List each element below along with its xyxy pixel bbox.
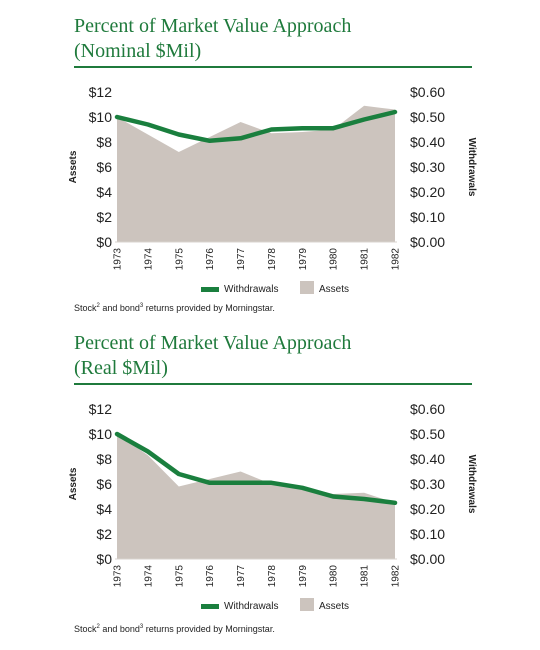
chart2-x-tick: 1978 [267, 565, 278, 588]
chart1-svg: $12 $10 $8 $6 $4 $2 $0 $0.60 $0.50 $0.40 $0.30 $0.2… [68, 84, 477, 295]
chart1-note-sup-2: 2 [96, 303, 100, 309]
chart2-right-tick: $0.30 [410, 476, 445, 492]
chart1-left-tick: $8 [96, 134, 112, 150]
chart1-left-tick: $12 [89, 84, 113, 100]
chart1-withdrawals-line [114, 109, 398, 144]
chart1-legend-withdrawals-label: Withdrawals [224, 284, 278, 295]
chart2-assets-area [117, 434, 395, 559]
chart2-title-line1: Percent of Market Value Approach [74, 332, 352, 354]
chart2-x-tick: 1976 [205, 565, 216, 588]
chart2-x-tick: 1982 [391, 565, 402, 588]
chart2-left-tick: $8 [96, 451, 112, 467]
chart1-left-tick: $10 [89, 109, 113, 125]
chart2-x-tick: 1974 [143, 565, 154, 588]
chart2-note-sup-3: 3 [139, 624, 144, 630]
chart1-right-tick: $0.00 [410, 234, 445, 250]
chart2-x-tick: 1979 [298, 565, 309, 588]
chart1-right-tick: $0.10 [410, 209, 445, 225]
chart1-legend-assets-label: Assets [319, 284, 349, 295]
chart1-title-line1: Percent of Market Value Approach [74, 15, 352, 37]
chart1-right-tick: $0.60 [410, 84, 445, 100]
chart1-note-part-bond: and bond [99, 303, 140, 313]
chart1-assets-area [117, 105, 395, 242]
chart2-withdrawals-line [114, 431, 398, 506]
chart2-legend-assets-swatch [300, 598, 314, 611]
chart1-x-tick: 1980 [329, 248, 340, 271]
chart2-title-rule [74, 383, 472, 385]
chart1-x-tick: 1976 [205, 248, 216, 271]
chart2-svg: $12 $10 $8 $6 $4 $2 $0 $0.60 $0.50 $0.40 $0.30 $0.2… [68, 401, 477, 612]
chart1-note-sup-3: 3 [139, 303, 144, 309]
chart2-x-tick: 1975 [174, 565, 185, 588]
chart2-title-line2: (Real $Mil) [74, 357, 168, 379]
chart2-right-tick: $0.50 [410, 426, 445, 442]
chart1-x-tick: 1979 [298, 248, 309, 271]
chart2-container: $12 $10 $8 $6 $4 $2 $0 $0.60 $0.50 $0.40 $0.30 $0.2… [60, 389, 490, 619]
chart1-legend-withdrawals-swatch [201, 287, 219, 292]
chart2-right-axis-label: Withdrawals [466, 455, 477, 514]
chart2-left-tick: $0 [96, 551, 112, 567]
chart2-note-part-rest: returns provided by Morningstar. [143, 624, 275, 634]
chart1-container: $12 $10 $8 $6 $4 $2 $0 $0.60 $0.50 $0.40 $0.30 $0.2… [60, 72, 490, 302]
chart1-left-tick: $4 [96, 184, 112, 200]
chart2-note-part-bond: and bond [99, 624, 140, 634]
chart1-left-tick: $0 [96, 234, 112, 250]
chart2-x-tick: 1973 [113, 565, 124, 588]
chart1-left-tick: $2 [96, 209, 112, 225]
chart2-x-tick: 1980 [329, 565, 340, 588]
chart2-right-tick: $0.20 [410, 501, 445, 517]
chart1-x-tick: 1973 [113, 248, 124, 271]
chart1-left-tick: $6 [96, 159, 112, 175]
chart1-right-tick: $0.40 [410, 134, 445, 150]
chart1-left-axis-label: Assets [68, 150, 79, 183]
chart1-x-tick: 1977 [236, 248, 247, 271]
chart2-note-part-stock: Stock [74, 624, 97, 634]
chart2-left-axis-label: Assets [68, 467, 79, 500]
chart2-left-tick: $2 [96, 526, 112, 542]
chart2-left-tick: $6 [96, 476, 112, 492]
chart1-right-tick: $0.20 [410, 184, 445, 200]
chart1-x-tick: 1978 [267, 248, 278, 271]
chart2-left-tick: $4 [96, 501, 112, 517]
chart1-title-rule [74, 66, 472, 68]
chart2-legend-assets-label: Assets [319, 601, 349, 612]
chart2-right-tick: $0.60 [410, 401, 445, 417]
chart2-left-tick: $10 [89, 426, 113, 442]
chart2-x-tick: 1981 [360, 565, 371, 588]
chart2-legend-withdrawals-swatch [201, 604, 219, 609]
chart1-x-tick: 1975 [174, 248, 185, 271]
chart1-right-axis-label: Withdrawals [466, 138, 477, 197]
chart1-x-tick: 1982 [391, 248, 402, 271]
chart2-legend-withdrawals-label: Withdrawals [224, 601, 278, 612]
chart1-note-part-rest: returns provided by Morningstar. [143, 303, 275, 313]
chart1-right-tick: $0.50 [410, 109, 445, 125]
chart2-right-tick: $0.00 [410, 551, 445, 567]
chart2-footnote: Stock2 and bond3 returns provided by Mor… [74, 624, 275, 634]
chart2-right-tick: $0.10 [410, 526, 445, 542]
chart1-x-tick: 1981 [360, 248, 371, 271]
chart1-right-tick: $0.30 [410, 159, 445, 175]
chart2-x-tick: 1977 [236, 565, 247, 588]
chart1-x-tick: 1974 [143, 248, 154, 271]
chart1-footnote: Stock2 and bond3 returns provided by Mor… [74, 303, 275, 313]
chart1-title-line2: (Nominal $Mil) [74, 40, 202, 62]
chart2-note-sup-2: 2 [96, 624, 100, 630]
chart1-legend-assets-swatch [300, 281, 314, 294]
chart1-note-part-stock: Stock [74, 303, 97, 313]
chart2-right-tick: $0.40 [410, 451, 445, 467]
chart2-left-tick: $12 [89, 401, 113, 417]
